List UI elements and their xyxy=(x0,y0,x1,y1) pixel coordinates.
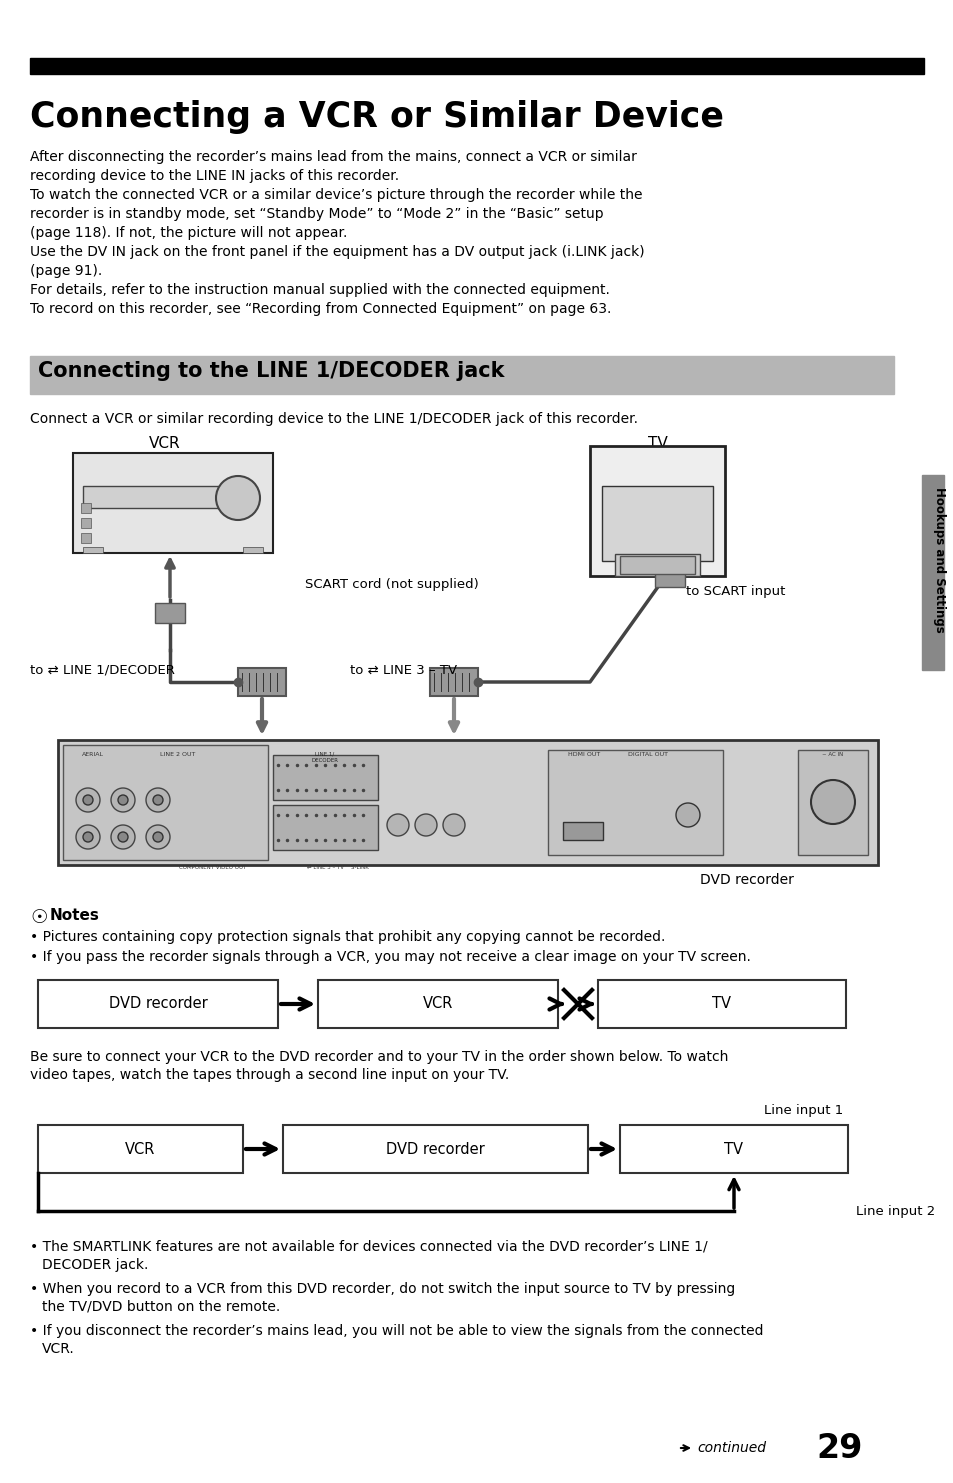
Text: LINE 1/
DECODER: LINE 1/ DECODER xyxy=(312,752,338,762)
Text: ☉: ☉ xyxy=(30,908,48,927)
Bar xyxy=(283,1126,587,1173)
Text: ~ AC IN: ~ AC IN xyxy=(821,752,842,756)
Text: TV: TV xyxy=(723,1142,742,1157)
Circle shape xyxy=(676,802,700,828)
Circle shape xyxy=(387,814,409,836)
Text: DVD recorder: DVD recorder xyxy=(700,873,793,887)
Circle shape xyxy=(83,795,92,805)
Text: To record on this recorder, see “Recording from Connected Equipment” on page 63.: To record on this recorder, see “Recordi… xyxy=(30,303,611,316)
Bar xyxy=(273,805,377,850)
Bar xyxy=(38,980,277,1028)
Text: DVD recorder: DVD recorder xyxy=(109,997,207,1011)
Text: DIGITAL OUT: DIGITAL OUT xyxy=(627,752,667,756)
Text: recorder is in standby mode, set “Standby Mode” to “Mode 2” in the “Basic” setup: recorder is in standby mode, set “Standb… xyxy=(30,208,603,221)
Text: DVD recorder: DVD recorder xyxy=(386,1142,484,1157)
Text: VCR: VCR xyxy=(422,997,453,1011)
Text: the TV/DVD button on the remote.: the TV/DVD button on the remote. xyxy=(42,1301,280,1314)
Text: (page 91).: (page 91). xyxy=(30,264,102,277)
Bar xyxy=(243,547,263,553)
Text: AERIAL: AERIAL xyxy=(82,752,104,756)
Text: Notes: Notes xyxy=(50,908,100,922)
Circle shape xyxy=(146,787,170,813)
Text: Line input 2: Line input 2 xyxy=(855,1204,934,1218)
Text: Be sure to connect your VCR to the DVD recorder and to your TV in the order show: Be sure to connect your VCR to the DVD r… xyxy=(30,1050,727,1063)
Circle shape xyxy=(118,795,128,805)
Text: recording device to the LINE IN jacks of this recorder.: recording device to the LINE IN jacks of… xyxy=(30,169,398,182)
Bar xyxy=(562,822,602,839)
Circle shape xyxy=(152,832,163,842)
Bar xyxy=(58,740,877,865)
Circle shape xyxy=(415,814,436,836)
Text: to ⇄ LINE 3 – TV: to ⇄ LINE 3 – TV xyxy=(350,663,456,676)
Circle shape xyxy=(215,476,260,521)
Bar xyxy=(601,486,712,561)
Text: Connecting to the LINE 1/DECODER jack: Connecting to the LINE 1/DECODER jack xyxy=(38,360,504,381)
Text: To watch the connected VCR or a similar device’s picture through the recorder wh: To watch the connected VCR or a similar … xyxy=(30,188,641,202)
Bar xyxy=(83,486,223,509)
Bar xyxy=(81,518,91,528)
Text: VCR: VCR xyxy=(149,436,181,451)
Bar xyxy=(154,604,185,623)
Text: video tapes, watch the tapes through a second line input on your TV.: video tapes, watch the tapes through a s… xyxy=(30,1068,509,1083)
Text: (page 118). If not, the picture will not appear.: (page 118). If not, the picture will not… xyxy=(30,225,347,240)
Text: Connecting a VCR or Similar Device: Connecting a VCR or Similar Device xyxy=(30,99,723,133)
Text: • The SMARTLINK features are not available for devices connected via the DVD rec: • The SMARTLINK features are not availab… xyxy=(30,1240,707,1255)
Circle shape xyxy=(152,795,163,805)
Text: • Pictures containing copy protection signals that prohibit any copying cannot b: • Pictures containing copy protection si… xyxy=(30,930,664,945)
Text: ⇄ LINE 3 – TV    S-LINK: ⇄ LINE 3 – TV S-LINK xyxy=(307,865,369,871)
Circle shape xyxy=(76,825,100,848)
Circle shape xyxy=(118,832,128,842)
Circle shape xyxy=(111,825,135,848)
Bar xyxy=(589,446,724,575)
Bar xyxy=(547,750,722,856)
Text: DECODER jack.: DECODER jack. xyxy=(42,1258,149,1272)
Circle shape xyxy=(146,825,170,848)
Bar xyxy=(83,547,103,553)
Bar xyxy=(797,750,867,856)
Text: Hookups and Settings: Hookups and Settings xyxy=(933,486,945,633)
Text: • If you disconnect the recorder’s mains lead, you will not be able to view the : • If you disconnect the recorder’s mains… xyxy=(30,1324,762,1338)
Circle shape xyxy=(111,787,135,813)
Bar xyxy=(237,667,286,696)
Text: HDMI OUT: HDMI OUT xyxy=(567,752,599,756)
Text: 29: 29 xyxy=(816,1431,862,1465)
Text: to SCART input: to SCART input xyxy=(685,584,784,598)
Text: COMPONENT VIDEO OUT: COMPONENT VIDEO OUT xyxy=(179,865,247,871)
Text: TV: TV xyxy=(712,997,731,1011)
Circle shape xyxy=(76,787,100,813)
Bar xyxy=(73,452,273,553)
Bar xyxy=(81,532,91,543)
Text: SCART cord (not supplied): SCART cord (not supplied) xyxy=(305,578,478,592)
Bar xyxy=(619,556,695,574)
Circle shape xyxy=(83,832,92,842)
Text: VCR.: VCR. xyxy=(42,1342,74,1355)
Bar xyxy=(655,567,684,587)
Bar xyxy=(30,356,893,394)
Text: LINE 2 OUT: LINE 2 OUT xyxy=(160,752,195,756)
Text: TV: TV xyxy=(647,436,667,451)
Text: continued: continued xyxy=(697,1441,765,1455)
Bar xyxy=(317,980,558,1028)
Bar xyxy=(619,1126,847,1173)
Text: For details, refer to the instruction manual supplied with the connected equipme: For details, refer to the instruction ma… xyxy=(30,283,609,297)
Bar xyxy=(38,1126,243,1173)
Text: • If you pass the recorder signals through a VCR, you may not receive a clear im: • If you pass the recorder signals throu… xyxy=(30,951,750,964)
Bar xyxy=(430,667,477,696)
Text: Connect a VCR or similar recording device to the LINE 1/DECODER jack of this rec: Connect a VCR or similar recording devic… xyxy=(30,412,638,426)
Circle shape xyxy=(442,814,464,836)
Bar xyxy=(273,755,377,799)
Bar xyxy=(30,58,923,74)
Text: Line input 1: Line input 1 xyxy=(763,1103,842,1117)
Text: Use the DV IN jack on the front panel if the equipment has a DV output jack (i.L: Use the DV IN jack on the front panel if… xyxy=(30,245,644,260)
Text: • When you record to a VCR from this DVD recorder, do not switch the input sourc: • When you record to a VCR from this DVD… xyxy=(30,1281,735,1296)
Text: After disconnecting the recorder’s mains lead from the mains, connect a VCR or s: After disconnecting the recorder’s mains… xyxy=(30,150,637,165)
Text: to ⇄ LINE 1/DECODER: to ⇄ LINE 1/DECODER xyxy=(30,663,174,676)
Bar xyxy=(921,475,943,670)
Bar xyxy=(615,555,700,575)
Text: VCR: VCR xyxy=(125,1142,155,1157)
Bar xyxy=(81,503,91,513)
Bar xyxy=(598,980,845,1028)
Bar xyxy=(63,744,268,860)
Circle shape xyxy=(810,780,854,825)
